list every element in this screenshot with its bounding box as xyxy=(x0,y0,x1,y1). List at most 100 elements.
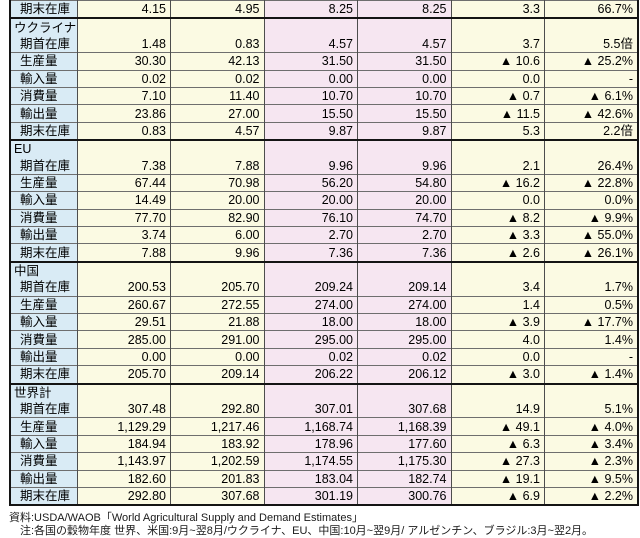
value-cell xyxy=(450,17,545,36)
value-cell: 82.90 xyxy=(170,208,264,227)
value-cell: 206.12 xyxy=(357,365,451,384)
value-cell: 18.00 xyxy=(263,313,358,331)
value-cell: ▲ 19.1 xyxy=(450,469,545,488)
row-label: 期首在庫 xyxy=(10,35,77,53)
value-cell xyxy=(544,17,638,36)
value-cell xyxy=(544,260,638,280)
value-cell: 9.96 xyxy=(357,157,451,175)
value-cell: 0.02 xyxy=(170,69,264,88)
value-cell: 0.83 xyxy=(170,35,264,53)
value-cell: 183.92 xyxy=(170,434,264,453)
value-cell: ▲ 25.2% xyxy=(544,52,638,71)
value-cell: ▲ 27.3 xyxy=(450,452,545,471)
value-cell: 177.60 xyxy=(357,434,451,453)
row-label: 期首在庫 xyxy=(10,400,77,418)
value-cell: 200.53 xyxy=(76,279,171,297)
value-cell: 300.76 xyxy=(357,486,451,506)
table-row: 輸入量 184.94 183.92 178.96 177.60 ▲ 6.3 ▲ 3.4% xyxy=(10,434,638,453)
row-label: 消費量 xyxy=(10,452,77,471)
value-cell: 56.20 xyxy=(263,173,358,192)
value-cell: ▲ 4.0% xyxy=(544,417,638,436)
value-cell: 205.70 xyxy=(76,365,171,384)
source-note: 資料:USDA/WAOB「World Agricultural Supply a… xyxy=(9,512,363,525)
row-label: 消費量 xyxy=(10,208,77,227)
value-cell: ▲ 3.4% xyxy=(544,434,638,453)
value-cell: 1,129.29 xyxy=(76,417,171,436)
value-cell: 0.02 xyxy=(357,347,451,366)
value-cell: 3.74 xyxy=(76,226,171,244)
value-cell: 301.19 xyxy=(263,486,358,506)
row-label: 期末在庫 xyxy=(10,365,77,384)
section-label: 世界計 xyxy=(10,382,77,401)
value-cell: 260.67 xyxy=(76,295,171,314)
value-cell: 0.83 xyxy=(76,121,171,141)
table-row: 生産量 1,129.29 1,217.46 1,168.74 1,168.39 ▲ 49.… xyxy=(10,417,638,436)
table-row: 期首在庫 1.48 0.83 4.57 4.57 3.7 5.5倍 xyxy=(10,35,638,53)
value-cell: 7.36 xyxy=(357,243,451,262)
value-cell: 0.0% xyxy=(544,191,638,210)
value-cell: 1,174.55 xyxy=(263,452,358,471)
value-cell xyxy=(357,139,451,158)
section-row: ウクライナ xyxy=(10,17,638,36)
value-cell: ▲ 26.1% xyxy=(544,243,638,262)
table-row: 期末在庫 4.15 4.95 8.25 8.25 3.3 66.7% xyxy=(10,0,638,19)
value-cell: 183.04 xyxy=(263,469,358,488)
value-cell xyxy=(357,17,451,36)
value-cell: 9.96 xyxy=(263,157,358,175)
row-label: 消費量 xyxy=(10,330,77,349)
value-cell: 1,175.30 xyxy=(357,452,451,471)
value-cell: 3.4 xyxy=(450,279,545,297)
value-cell: 4.95 xyxy=(170,0,264,19)
value-cell: 2.1 xyxy=(450,157,545,175)
value-cell: 2.70 xyxy=(357,226,451,244)
value-cell xyxy=(263,382,358,401)
value-cell: ▲ 11.5 xyxy=(450,104,545,123)
row-label: 輸出量 xyxy=(10,347,77,366)
value-cell: 307.68 xyxy=(357,400,451,418)
table-row: 期末在庫 292.80 307.68 301.19 300.76 ▲ 6.9 ▲ 2.2% xyxy=(10,486,638,506)
value-cell xyxy=(263,139,358,158)
value-cell: 15.50 xyxy=(357,104,451,123)
value-cell: ▲ 22.8% xyxy=(544,173,638,192)
value-cell: 20.00 xyxy=(263,191,358,210)
value-cell: 6.00 xyxy=(170,226,264,244)
value-cell: 1.48 xyxy=(76,35,171,53)
value-cell: 0.5% xyxy=(544,295,638,314)
value-cell: 14.49 xyxy=(76,191,171,210)
value-cell: 272.55 xyxy=(170,295,264,314)
value-cell: 30.30 xyxy=(76,52,171,71)
fiscal-year-note: 注:各国の穀物年度 世界、米国:9月~翌8月/ウクライナ、EU、中国:10月~翌… xyxy=(20,525,594,538)
value-cell: 274.00 xyxy=(357,295,451,314)
value-cell: 206.22 xyxy=(263,365,358,384)
row-label: 期末在庫 xyxy=(10,486,77,506)
value-cell xyxy=(263,260,358,280)
value-cell: 4.57 xyxy=(170,121,264,141)
value-cell: 9.96 xyxy=(170,243,264,262)
value-cell: 2.70 xyxy=(263,226,358,244)
value-cell: 66.7% xyxy=(544,0,638,19)
value-cell xyxy=(76,17,171,36)
value-cell: 1,168.74 xyxy=(263,417,358,436)
value-cell: 182.60 xyxy=(76,469,171,488)
value-cell: - xyxy=(544,69,638,88)
value-cell: 1.4 xyxy=(450,295,545,314)
value-cell: 31.50 xyxy=(357,52,451,71)
table-row: 消費量 285.00 291.00 295.00 295.00 4.0 1.4% xyxy=(10,330,638,349)
value-cell: 295.00 xyxy=(263,330,358,349)
value-cell: 31.50 xyxy=(263,52,358,71)
value-cell: - xyxy=(544,347,638,366)
row-label: 輸出量 xyxy=(10,469,77,488)
value-cell: 74.70 xyxy=(357,208,451,227)
value-cell: 274.00 xyxy=(263,295,358,314)
table-row: 輸出量 182.60 201.83 183.04 182.74 ▲ 19.1 ▲ 9.5% xyxy=(10,469,638,488)
table-row: 期末在庫 0.83 4.57 9.87 9.87 5.3 2.2倍 xyxy=(10,121,638,141)
value-cell xyxy=(170,260,264,280)
value-cell: 1,168.39 xyxy=(357,417,451,436)
value-cell: 182.74 xyxy=(357,469,451,488)
value-cell xyxy=(76,139,171,158)
row-label: 期首在庫 xyxy=(10,157,77,175)
row-label: 輸出量 xyxy=(10,226,77,244)
value-cell: 3.3 xyxy=(450,0,545,19)
value-cell: 29.51 xyxy=(76,313,171,331)
